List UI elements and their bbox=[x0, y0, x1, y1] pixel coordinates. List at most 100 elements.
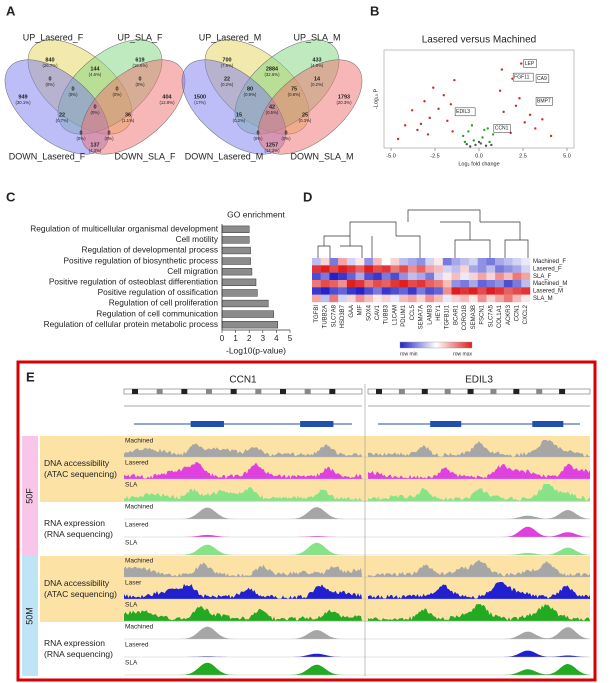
x-tick-label: 1 bbox=[233, 334, 238, 343]
x-tick-label: -2.5 bbox=[430, 153, 439, 159]
heat-cell bbox=[451, 265, 461, 273]
bar bbox=[221, 268, 253, 276]
heat-cell bbox=[521, 280, 531, 288]
heat-cell bbox=[521, 265, 531, 273]
venn-percent: (0%) bbox=[135, 82, 145, 87]
heat-cell bbox=[451, 272, 461, 281]
exon bbox=[300, 421, 334, 427]
venn-count: 700 bbox=[222, 57, 231, 63]
heat-cell bbox=[477, 258, 487, 266]
heat-cell bbox=[381, 294, 391, 303]
category-label: Positive regulation of ossification bbox=[98, 287, 219, 297]
coverage-track bbox=[368, 484, 590, 501]
coverage-track bbox=[124, 653, 362, 657]
column-label: FSCN1 bbox=[480, 304, 486, 324]
heat-cell bbox=[451, 280, 461, 288]
annotation-box bbox=[535, 74, 550, 83]
track-name: SLA bbox=[125, 660, 138, 667]
x-tick-label: 2.5 bbox=[519, 153, 527, 159]
panel-label: A bbox=[6, 3, 16, 18]
heat-cell bbox=[442, 272, 452, 281]
venn-set-label: UP_Lasered_M bbox=[199, 32, 262, 42]
x-tick-label: 5.0 bbox=[563, 153, 571, 159]
coverage-track bbox=[124, 562, 362, 577]
ideogram-band bbox=[421, 389, 428, 394]
point bbox=[483, 128, 486, 132]
venn-percent: (19.6%) bbox=[132, 63, 148, 68]
bar bbox=[221, 278, 257, 286]
heat-cell bbox=[503, 265, 513, 273]
point bbox=[488, 140, 491, 144]
heat-cell bbox=[329, 258, 339, 266]
venn-percent: (4.6%) bbox=[89, 72, 102, 77]
coverage-track bbox=[124, 662, 362, 675]
heat-cell bbox=[364, 287, 374, 295]
point bbox=[498, 89, 502, 92]
heat-cell bbox=[416, 280, 426, 288]
heat-cell bbox=[495, 294, 505, 303]
ideogram-band bbox=[376, 389, 382, 394]
heat-cell bbox=[373, 272, 382, 281]
venn-count: 1257 bbox=[266, 142, 278, 148]
column-label: CORO1B bbox=[462, 305, 468, 330]
venn-count: 42 bbox=[269, 104, 275, 110]
point bbox=[534, 127, 537, 130]
venn-count: 22 bbox=[224, 76, 230, 82]
heat-cell bbox=[486, 287, 496, 295]
venn-count: 22 bbox=[59, 112, 65, 118]
annotation: CCN1 bbox=[495, 126, 509, 132]
heat-cell bbox=[416, 258, 426, 266]
heat-cell bbox=[346, 272, 356, 281]
heat-cell bbox=[373, 258, 382, 266]
point bbox=[437, 107, 440, 111]
category-label: Regulation of cellular protein metabolic… bbox=[44, 319, 218, 329]
point bbox=[502, 110, 505, 114]
heat-cell bbox=[425, 272, 435, 281]
heat-cell bbox=[312, 272, 321, 281]
column-label: SLC7A8 bbox=[331, 304, 337, 327]
venn-percent: (32.6%) bbox=[264, 72, 280, 77]
column-label: TUBB2A bbox=[323, 305, 329, 328]
column-label: HEY1 bbox=[436, 304, 442, 320]
heat-cell bbox=[399, 287, 409, 295]
heat-cell bbox=[407, 280, 417, 288]
heat-cell bbox=[512, 294, 522, 303]
heat-cell bbox=[486, 280, 496, 288]
heat-cell bbox=[407, 287, 417, 295]
heat-cell bbox=[373, 294, 382, 303]
venn-percent: (0.3%) bbox=[299, 118, 312, 123]
heat-cell bbox=[468, 265, 478, 273]
venn-percent: (12.8%) bbox=[159, 100, 175, 105]
column-label: MIF bbox=[358, 305, 364, 316]
track-name: Machined bbox=[125, 558, 154, 565]
heat-cell bbox=[434, 272, 443, 281]
track-name: Machined bbox=[125, 624, 154, 631]
heat-cell bbox=[346, 280, 356, 288]
heat-cell bbox=[381, 272, 391, 281]
point bbox=[520, 62, 523, 65]
venn-set-label: DOWN_Lasered_M bbox=[185, 151, 264, 161]
heat-cell bbox=[486, 294, 496, 303]
point bbox=[461, 134, 465, 138]
heat-cell bbox=[364, 258, 374, 266]
point bbox=[410, 109, 414, 112]
heat-cell bbox=[338, 280, 348, 288]
venn-percent: (0%) bbox=[104, 136, 114, 141]
section-title: DNA accessibility bbox=[44, 578, 110, 588]
annotation-box bbox=[535, 97, 553, 106]
coverage-track bbox=[124, 626, 362, 639]
heat-cell bbox=[512, 272, 522, 281]
heat-cell bbox=[329, 280, 339, 288]
heat-cell bbox=[390, 272, 400, 281]
heat-cell bbox=[329, 287, 339, 295]
annotation-box bbox=[523, 59, 537, 68]
heat-cell bbox=[460, 294, 470, 303]
venn-count: 0 bbox=[79, 130, 82, 136]
venn-count: 0 bbox=[284, 130, 287, 136]
column-label: TUBB3 bbox=[384, 304, 390, 324]
point bbox=[528, 113, 532, 117]
chart-title: GO enrichment bbox=[227, 209, 285, 219]
venn-count: 75 bbox=[291, 86, 297, 92]
ideogram bbox=[123, 388, 363, 395]
